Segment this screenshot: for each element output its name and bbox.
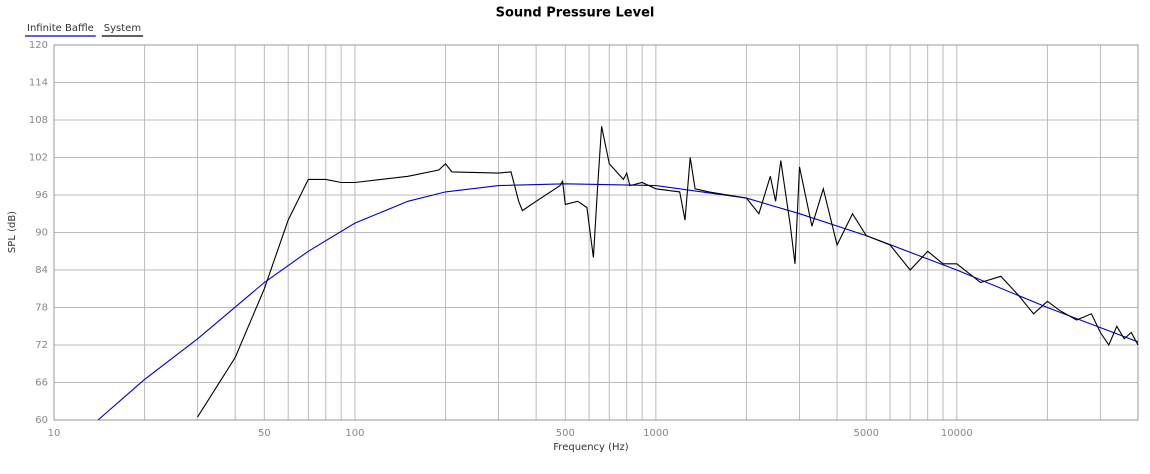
- x-tick-label: 10000: [941, 428, 973, 439]
- y-tick-label: 60: [35, 415, 48, 426]
- y-tick-label: 90: [35, 228, 48, 239]
- y-tick-label: 84: [35, 265, 48, 276]
- chart-title: Sound Pressure Level: [496, 6, 655, 21]
- x-tick-label: 5000: [853, 428, 878, 439]
- x-axis-label: Frequency (Hz): [553, 442, 629, 453]
- legend-label: System: [104, 23, 141, 34]
- x-tick-label: 50: [258, 428, 271, 439]
- y-tick-label: 108: [29, 115, 48, 126]
- legend-label: Infinite Baffle: [27, 23, 94, 34]
- y-tick-label: 120: [29, 40, 48, 51]
- series-line: [97, 183, 1139, 421]
- x-tick-label: 1000: [643, 428, 668, 439]
- y-tick-label: 78: [35, 303, 48, 314]
- y-tick-label: 66: [35, 378, 48, 389]
- x-tick-label: 500: [556, 428, 575, 439]
- plot-frame: [53, 44, 1139, 421]
- x-tick-label: 100: [345, 428, 364, 439]
- series-line: [197, 126, 1139, 418]
- y-tick-label: 96: [35, 190, 48, 201]
- y-tick-label: 114: [29, 78, 48, 89]
- y-axis-label: SPL (dB): [7, 211, 18, 253]
- y-tick-label: 102: [29, 153, 48, 164]
- x-tick-label: 10: [48, 428, 61, 439]
- y-tick-label: 72: [35, 340, 48, 351]
